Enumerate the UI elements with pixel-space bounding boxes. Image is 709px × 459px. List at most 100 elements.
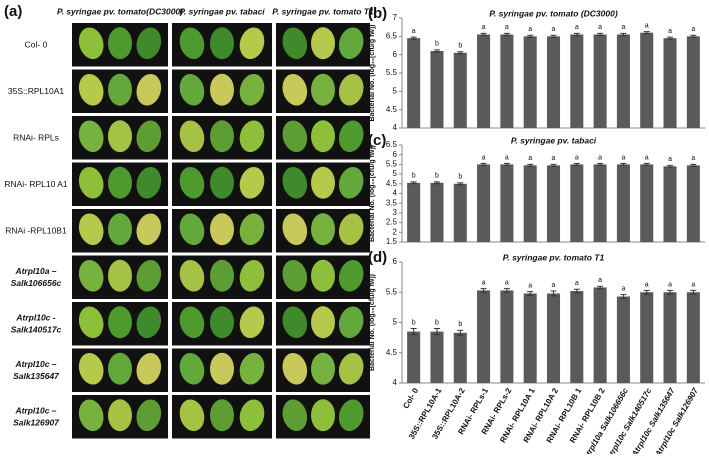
leaf <box>210 213 234 246</box>
leaf <box>108 73 132 106</box>
leaf <box>282 73 308 106</box>
significance-letter: a <box>691 155 695 162</box>
significance-letter: a <box>552 155 556 162</box>
leaf <box>239 352 265 385</box>
error-bar <box>573 162 580 166</box>
leaf <box>136 213 162 246</box>
y-tick-label: 4 <box>393 378 398 387</box>
significance-letter: a <box>575 280 579 287</box>
y-tick-label: 1.5 <box>386 237 398 246</box>
error-bar <box>667 164 674 168</box>
significance-letter: a <box>691 281 695 288</box>
significance-letter: a <box>668 28 672 35</box>
leaf <box>136 399 162 432</box>
y-tick-label: 5.5 <box>386 287 398 296</box>
significance-letter: a <box>552 282 556 289</box>
significance-letter: a <box>598 154 602 161</box>
y-tick-label: 6 <box>393 150 398 159</box>
leaf <box>311 166 335 199</box>
error-bar <box>573 32 580 37</box>
y-tick-label: 4.5 <box>386 105 398 114</box>
bar <box>500 34 514 128</box>
error-bar <box>433 49 440 53</box>
error-bar <box>457 51 464 55</box>
leaf <box>179 259 205 292</box>
significance-letter: b <box>458 43 462 50</box>
leaf <box>136 73 162 106</box>
leaf <box>338 352 364 385</box>
bar <box>430 182 444 242</box>
significance-letter: a <box>645 281 649 288</box>
leaf <box>311 399 335 432</box>
row-label: Atrpl10a – <box>14 266 56 276</box>
leaf <box>338 306 364 339</box>
error-bar <box>457 182 464 186</box>
leaf <box>210 166 234 199</box>
leaf <box>311 73 335 106</box>
y-tick-label: 6.5 <box>386 140 398 149</box>
bar <box>477 34 491 128</box>
panel-label: (c) <box>368 132 386 149</box>
y-tick-label: 4 <box>393 123 398 132</box>
y-tick-label: 5 <box>393 86 398 95</box>
leaf <box>210 399 234 432</box>
bar <box>477 290 491 383</box>
y-axis-label: Bacterial No. (log₁₀[cfu/g fw]) <box>369 24 376 121</box>
significance-letter: a <box>505 24 509 31</box>
error-bar <box>550 163 557 167</box>
leaf <box>338 120 364 153</box>
y-tick-label: 6.5 <box>386 31 398 40</box>
significance-letter: a <box>575 24 579 31</box>
significance-letter: a <box>598 24 602 31</box>
significance-letter: a <box>412 28 416 35</box>
significance-letter: b <box>458 321 462 328</box>
x-tick-label: Col- 0 <box>401 386 420 410</box>
row-label: 35S::RPL10A1 <box>8 86 65 96</box>
significance-letter: a <box>645 22 649 29</box>
bar <box>453 52 467 129</box>
panel-label: (b) <box>368 5 387 22</box>
bar <box>663 166 677 242</box>
leaf <box>210 306 234 339</box>
significance-letter: a <box>621 154 625 161</box>
leaf <box>311 352 335 385</box>
error-bar <box>550 34 557 38</box>
leaf <box>210 27 234 60</box>
leaf <box>282 259 308 292</box>
significance-letter: a <box>505 154 509 161</box>
leaf <box>179 166 205 199</box>
bar <box>500 164 514 242</box>
significance-letter: a <box>691 26 695 33</box>
column-header: P. syringae pv. tabaci <box>179 6 265 16</box>
bar <box>523 165 537 242</box>
leaf <box>78 166 104 199</box>
leaf <box>108 306 132 339</box>
error-bar <box>433 181 440 185</box>
significance-letter: b <box>412 173 416 180</box>
leaf <box>108 399 132 432</box>
leaf <box>78 120 104 153</box>
row-label: Col- 0 <box>25 40 48 50</box>
error-bar <box>527 34 534 38</box>
leaf <box>78 352 104 385</box>
chart-title: P. syringae pv. tomato T1 <box>503 252 605 262</box>
column-header: P. syringae pv. tomato(DC3000) <box>57 6 183 16</box>
bar <box>523 36 537 129</box>
significance-letter: b <box>412 319 416 326</box>
significance-letter: a <box>645 154 649 161</box>
bar <box>407 331 421 383</box>
significance-letter: b <box>435 41 439 48</box>
error-bar <box>410 36 417 40</box>
significance-letter: a <box>482 279 486 286</box>
error-bar <box>503 162 510 166</box>
y-tick-label: 5 <box>393 169 398 178</box>
error-bar <box>643 162 650 166</box>
error-bar <box>410 181 417 185</box>
leaf <box>338 27 364 60</box>
bar <box>570 291 584 383</box>
leaf <box>239 306 265 339</box>
error-bar <box>457 329 464 336</box>
leaf <box>179 120 205 153</box>
leaf <box>136 306 162 339</box>
error-bar <box>480 288 487 293</box>
